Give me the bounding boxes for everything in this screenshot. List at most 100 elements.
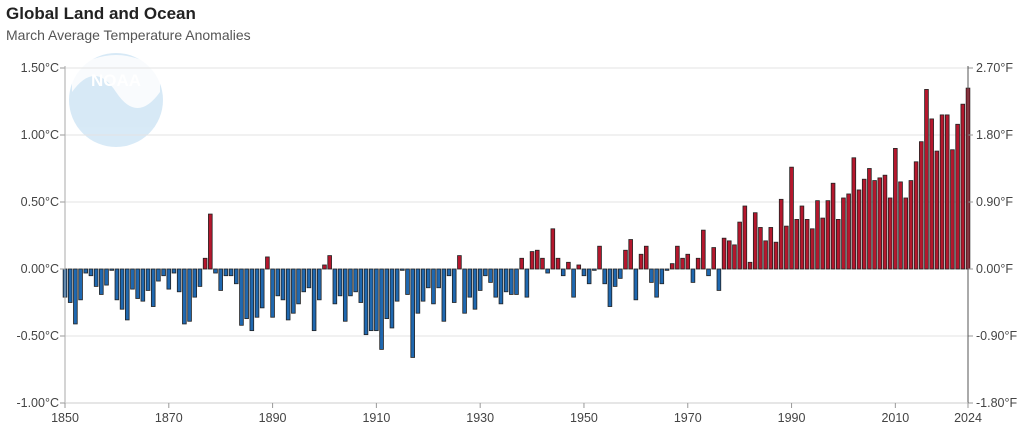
- bar-1905: [348, 268, 353, 297]
- bar-1984: [758, 227, 763, 270]
- bar-1919: [420, 268, 426, 302]
- y-tick-label-right: -0.90°F: [976, 329, 1017, 343]
- x-tick-label: 1890: [259, 411, 287, 425]
- bar-1995: [815, 200, 820, 270]
- y-tick-label-left: 1.50°C: [21, 61, 59, 75]
- bar-1969: [680, 257, 685, 270]
- bar-1911: [379, 268, 384, 350]
- bar-1918: [415, 268, 421, 314]
- bar-1970: [685, 253, 691, 270]
- bar-1958: [623, 249, 628, 270]
- bar-1895: [296, 268, 301, 305]
- bar-1977: [721, 237, 727, 270]
- chart-title: Global Land and Ocean: [6, 4, 196, 23]
- bar-1938: [519, 257, 524, 270]
- bar-1981: [742, 205, 748, 270]
- bar-1936: [509, 268, 514, 295]
- bar-1928: [467, 268, 473, 298]
- bar-1959: [628, 239, 633, 270]
- bar-1934: [498, 268, 504, 305]
- bar-2016: [924, 89, 929, 270]
- bar-1927: [462, 268, 467, 314]
- bar-1999: [835, 219, 841, 270]
- bar-1861: [119, 268, 125, 310]
- bar-1885: [244, 268, 249, 319]
- bar-1880: [218, 268, 223, 291]
- bar-1851: [67, 268, 73, 303]
- bar-1882: [228, 268, 234, 277]
- bar-1942: [540, 257, 545, 270]
- y-tick-label-left: -0.50°C: [16, 329, 59, 343]
- bar-1904: [342, 268, 348, 322]
- bar-1884: [239, 268, 244, 326]
- bar-2011: [898, 181, 903, 270]
- x-tick-label: 1910: [362, 411, 390, 425]
- bar-1881: [223, 268, 229, 277]
- bar-1925: [451, 268, 457, 303]
- bar-1966: [664, 268, 670, 271]
- bar-1971: [690, 268, 696, 283]
- bar-1901: [327, 255, 332, 270]
- bar-2017: [929, 118, 934, 270]
- bar-2005: [867, 168, 872, 270]
- bar-1852: [73, 268, 78, 325]
- y-tick-label-right: 0.90°F: [976, 195, 1013, 209]
- svg-text:NOAA: NOAA: [91, 71, 141, 90]
- bar-1899: [317, 268, 322, 301]
- bar-1978: [727, 240, 732, 270]
- x-tick-label: 1850: [51, 411, 79, 425]
- bar-1865: [140, 268, 146, 302]
- bar-1890: [270, 268, 275, 318]
- bar-1968: [675, 245, 680, 270]
- bar-1994: [810, 228, 815, 270]
- bar-1949: [576, 264, 582, 270]
- bar-1972: [695, 257, 701, 270]
- bar-1947: [566, 261, 571, 270]
- bar-2003: [856, 189, 862, 270]
- bar-1853: [78, 268, 83, 301]
- bar-1893: [285, 268, 291, 321]
- bar-1991: [794, 219, 800, 270]
- bar-1961: [638, 253, 644, 270]
- bar-1910: [374, 268, 379, 332]
- bar-1976: [716, 268, 722, 291]
- bar-1869: [161, 268, 166, 277]
- x-tick-label: 1930: [466, 411, 494, 425]
- bar-1952: [592, 268, 597, 271]
- bar-1945: [555, 257, 561, 270]
- bar-2009: [887, 197, 893, 270]
- bar-1876: [197, 268, 203, 287]
- bar-1870: [166, 268, 172, 290]
- bar-2001: [846, 193, 851, 270]
- bar-2018: [934, 150, 940, 270]
- bar-1953: [597, 245, 602, 270]
- y-tick-label-right: 2.70°F: [976, 61, 1013, 75]
- bar-1987: [773, 241, 779, 270]
- bar-1985: [763, 240, 768, 270]
- bar-1872: [176, 268, 182, 293]
- bar-1874: [187, 268, 192, 322]
- bar-1907: [358, 268, 364, 303]
- bar-2007: [877, 177, 883, 270]
- bar-1886: [249, 268, 255, 332]
- bar-1951: [586, 268, 592, 285]
- y-tick-label-right: -1.80°F: [976, 396, 1017, 410]
- bar-1950: [581, 268, 587, 277]
- bar-1931: [483, 268, 488, 277]
- bar-1962: [643, 245, 649, 270]
- bar-1857: [99, 268, 104, 295]
- bar-1897: [306, 268, 312, 289]
- bar-1894: [291, 268, 296, 314]
- bar-1914: [394, 268, 400, 302]
- bar-1860: [114, 268, 120, 301]
- bar-1912: [384, 268, 390, 319]
- bar-1891: [275, 268, 281, 297]
- bar-1998: [830, 182, 836, 270]
- bar-2019: [939, 114, 945, 270]
- x-tick-label: 2010: [881, 411, 909, 425]
- bar-1859: [109, 268, 114, 271]
- bar-1957: [618, 268, 623, 279]
- bar-1916: [405, 268, 410, 295]
- bar-1944: [550, 228, 556, 270]
- bar-1956: [612, 268, 618, 287]
